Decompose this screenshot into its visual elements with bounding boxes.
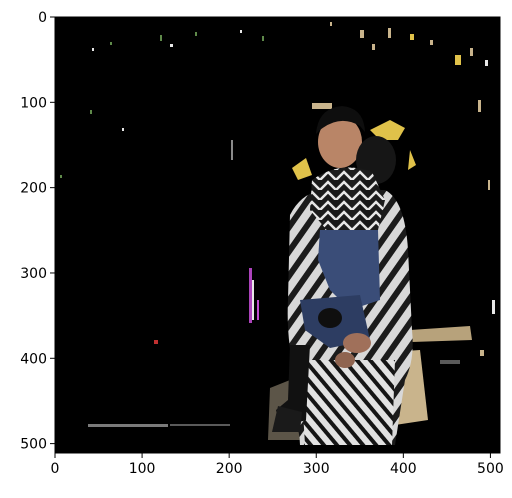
y-tick-label: 200 <box>20 181 47 197</box>
hands <box>335 333 371 368</box>
y-tick-label: 0 <box>38 10 47 26</box>
boots <box>272 345 310 432</box>
y-tick-label: 400 <box>20 351 47 367</box>
x-tick-label: 100 <box>129 461 156 477</box>
background-noise <box>60 22 495 427</box>
x-tick-label: 0 <box>51 461 60 477</box>
x-tick-label: 200 <box>216 461 243 477</box>
image-background <box>55 17 500 453</box>
child <box>300 136 396 348</box>
y-axis: 0 100 200 300 400 500 <box>20 10 55 453</box>
x-tick-label: 400 <box>390 461 417 477</box>
x-tick-label: 500 <box>477 461 504 477</box>
y-tick-label: 100 <box>20 95 47 111</box>
x-tick-label: 300 <box>303 461 330 477</box>
y-tick-label: 500 <box>20 437 47 453</box>
axes-frame <box>54 16 501 454</box>
x-axis: 0 100 200 300 400 500 <box>51 453 504 477</box>
adult-head <box>316 106 365 168</box>
image-content <box>55 17 500 453</box>
y-tick-label: 300 <box>20 266 47 282</box>
yellow-fringe <box>292 103 416 180</box>
